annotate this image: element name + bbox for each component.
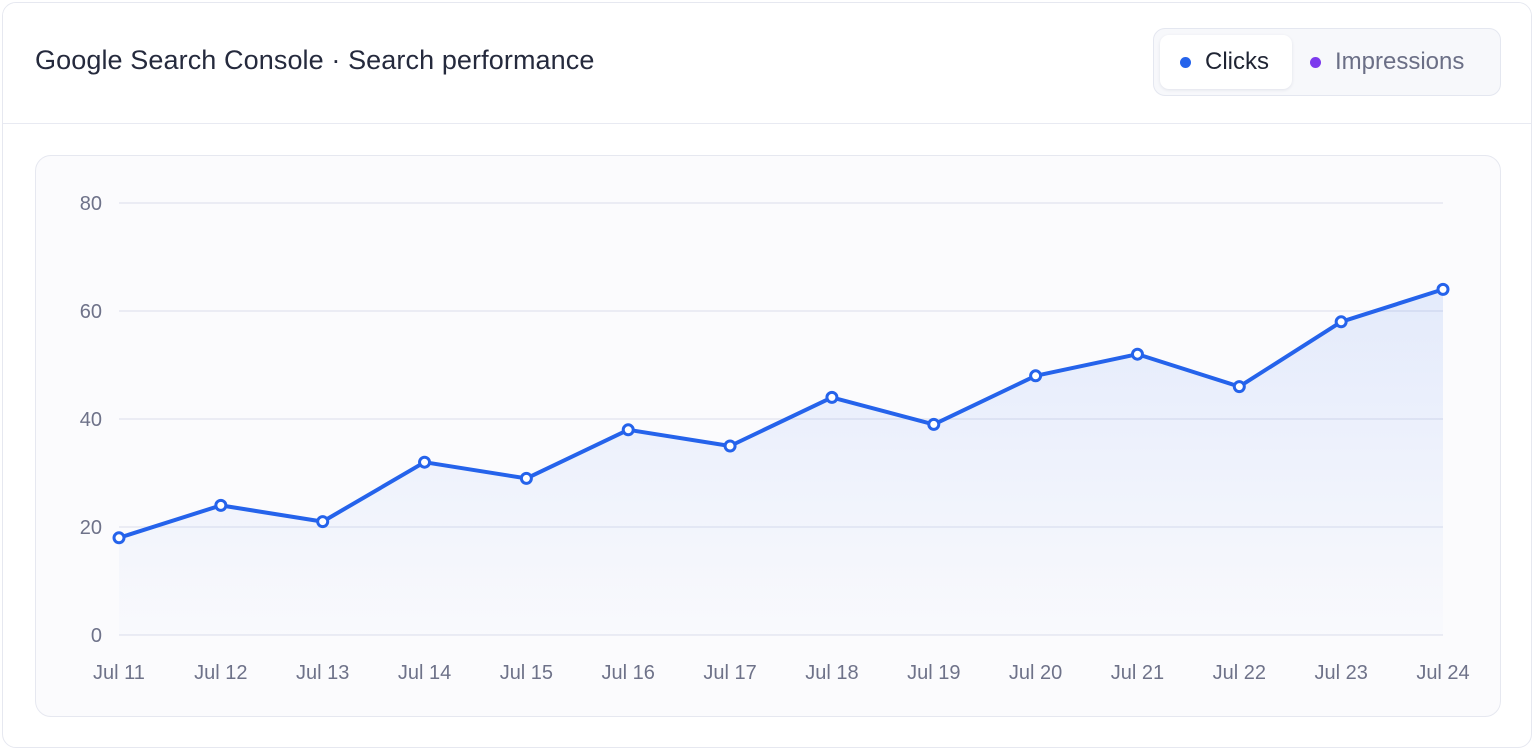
- data-point[interactable]: [214, 498, 228, 512]
- y-tick-label: 20: [80, 517, 102, 539]
- impressions-dot-icon: [1310, 56, 1321, 68]
- area-layer: [119, 289, 1443, 635]
- page-title: Google Search Console · Search performan…: [35, 45, 595, 75]
- data-point[interactable]: [621, 423, 635, 437]
- x-tick-label: Jul 18: [805, 662, 858, 684]
- data-point[interactable]: [418, 455, 432, 469]
- clicks-toggle-button[interactable]: Clicks: [1160, 35, 1292, 89]
- chart-panel: 0 20 40 60 80 Jul 11 Jul 12 Jul 13 Jul 14 Jul 15…: [35, 155, 1501, 717]
- x-tick-label: Jul 24: [1416, 662, 1469, 684]
- x-tick-label: Jul 11: [93, 662, 145, 684]
- data-point[interactable]: [1436, 282, 1450, 296]
- x-tick-label: Jul 17: [703, 662, 756, 684]
- data-point[interactable]: [112, 531, 126, 545]
- card-header: Google Search Console · Search performan…: [3, 3, 1531, 124]
- clicks-dot-icon: [1180, 56, 1191, 68]
- data-point[interactable]: [723, 439, 737, 453]
- clicks-line: [117, 287, 1445, 540]
- y-tick-label: 40: [80, 409, 102, 431]
- data-point[interactable]: [519, 471, 533, 485]
- data-point[interactable]: [1232, 380, 1246, 394]
- data-point[interactable]: [1130, 347, 1144, 361]
- line-chart: 0 20 40 60 80 Jul 11 Jul 12 Jul 13 Jul 14 Jul 15…: [80, 193, 1470, 684]
- impressions-toggle-label: Impressions: [1335, 48, 1465, 75]
- x-tick-label: Jul 15: [500, 662, 553, 684]
- x-axis: Jul 11 Jul 12 Jul 13 Jul 14 Jul 15 Jul 16 Jul …: [93, 662, 1470, 684]
- data-point[interactable]: [1334, 315, 1348, 329]
- y-tick-label: 0: [91, 625, 102, 647]
- data-point[interactable]: [316, 515, 330, 529]
- y-tick-label: 80: [80, 193, 102, 215]
- x-tick-label: Jul 12: [194, 662, 247, 684]
- x-tick-label: Jul 21: [1111, 662, 1164, 684]
- line-layer: [117, 287, 1445, 540]
- clicks-area: [119, 289, 1443, 635]
- x-tick-label: Jul 13: [296, 662, 349, 684]
- impressions-toggle-button[interactable]: Impressions: [1296, 35, 1492, 89]
- data-point[interactable]: [1029, 369, 1043, 383]
- data-point[interactable]: [825, 390, 839, 404]
- x-tick-label: Jul 14: [398, 662, 451, 684]
- x-tick-label: Jul 22: [1213, 662, 1266, 684]
- point-layer: [112, 282, 1450, 545]
- x-tick-label: Jul 16: [602, 662, 655, 684]
- x-tick-label: Jul 19: [907, 662, 960, 684]
- clicks-toggle-label: Clicks: [1205, 48, 1269, 75]
- x-tick-label: Jul 20: [1009, 662, 1062, 684]
- data-point[interactable]: [927, 417, 941, 431]
- x-tick-label: Jul 23: [1314, 662, 1367, 684]
- metric-toggle: Clicks Impressions: [1153, 28, 1501, 96]
- y-tick-label: 60: [80, 301, 102, 323]
